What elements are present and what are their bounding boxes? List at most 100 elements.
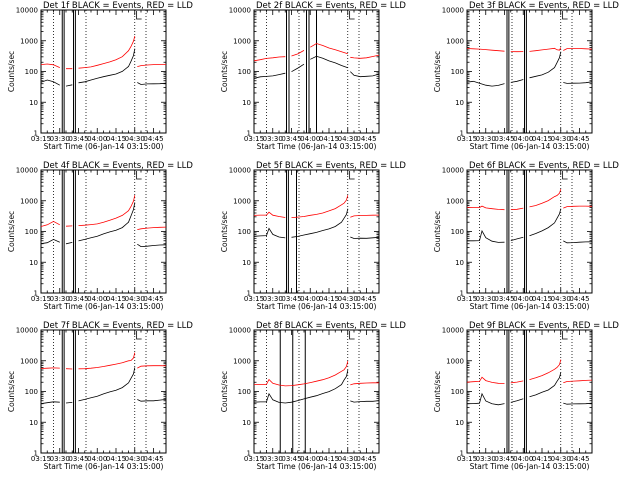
x-tick-label: 03:15 (457, 295, 477, 303)
x-tick-label: 04:30 (551, 455, 571, 463)
y-tick-label: 100 (25, 388, 38, 396)
x-tick-label: 03:15 (457, 455, 477, 463)
x-tick-label: 04:15 (532, 295, 552, 303)
y-axis-label: Counts/sec (220, 211, 229, 252)
y-tick-label: 100 (25, 68, 38, 76)
plot-frame (253, 329, 380, 454)
y-tick-label: 10 (455, 99, 464, 107)
y-tick-label: 10 (455, 259, 464, 267)
attenuator-marker (349, 171, 355, 180)
y-tick-label: 1 (247, 450, 251, 458)
x-tick-label: 04:15 (106, 135, 126, 143)
y-tick-label: 1000 (233, 197, 251, 205)
series-line-lld (466, 359, 593, 384)
x-tick-label: 04:30 (125, 135, 145, 143)
y-tick-label: 10000 (229, 167, 251, 175)
chart-panel-7: Det 7f BLACK = Events, RED = LLD 1 10 100 10… (7, 321, 193, 471)
y-tick-label: 1 (247, 130, 251, 138)
x-tick-label: 03:30 (263, 135, 283, 143)
y-tick-label: 100 (25, 228, 38, 236)
x-tick-label: 04:45 (569, 455, 589, 463)
y-tick-label: 1000 (20, 357, 38, 365)
series-line-events (466, 51, 593, 87)
x-tick-label: 04:30 (551, 135, 571, 143)
chart-title: Det 9f BLACK = Events, RED = LLD (469, 321, 619, 331)
x-tick-label: 03:45 (281, 295, 301, 303)
y-tick-label: 10000 (16, 167, 38, 175)
series-line-events (253, 370, 380, 404)
y-tick-label: 1000 (233, 357, 251, 365)
y-axis-label: Counts/sec (433, 211, 442, 252)
y-tick-label: 1000 (446, 357, 464, 365)
x-tick-label: 04:45 (143, 295, 163, 303)
x-tick-label: 04:30 (125, 295, 145, 303)
series-line-lld (40, 195, 167, 230)
x-tick-label: 03:45 (494, 135, 514, 143)
x-axis-label: Start Time (06-Jan-14 03:15:00) (257, 462, 377, 471)
x-tick-label: 04:00 (87, 295, 107, 303)
y-tick-label: 1 (34, 450, 38, 458)
y-tick-label: 10 (455, 419, 464, 427)
y-tick-label: 10000 (442, 167, 464, 175)
x-tick-label: 04:15 (319, 135, 339, 143)
series-line-events (40, 202, 167, 248)
series-line-lld (466, 188, 593, 211)
chart-panel-5: Det 5f BLACK = Events, RED = LLD 1 10 100 10… (220, 161, 406, 311)
x-tick-label: 04:00 (300, 455, 320, 463)
y-tick-label: 10 (242, 259, 251, 267)
series-line-lld (40, 352, 167, 370)
y-tick-label: 1 (34, 130, 38, 138)
x-tick-label: 03:15 (31, 135, 51, 143)
attenuator-marker (136, 171, 142, 180)
y-tick-label: 1000 (20, 197, 38, 205)
x-tick-label: 03:45 (68, 455, 88, 463)
x-tick-label: 04:00 (87, 455, 107, 463)
x-tick-label: 04:00 (300, 295, 320, 303)
x-tick-label: 04:30 (338, 295, 358, 303)
x-tick-label: 03:45 (494, 295, 514, 303)
x-tick-label: 04:45 (356, 295, 376, 303)
plot-frame (466, 169, 593, 294)
series-line-lld (253, 361, 379, 387)
y-axis-label: Counts/sec (220, 371, 229, 412)
x-tick-label: 03:30 (476, 135, 496, 143)
x-tick-label: 04:15 (319, 455, 339, 463)
chart-title: Det 5f BLACK = Events, RED = LLD (256, 161, 406, 171)
plot-frame (253, 169, 380, 294)
x-tick-label: 04:15 (532, 135, 552, 143)
y-tick-label: 10000 (16, 7, 38, 15)
attenuator-marker (562, 171, 568, 180)
y-tick-label: 1 (460, 130, 464, 138)
y-tick-label: 100 (451, 68, 464, 76)
y-axis-label: Counts/sec (7, 371, 16, 412)
chart-panel-6: Det 6f BLACK = Events, RED = LLD 1 10 100 10… (433, 161, 619, 311)
y-tick-label: 10000 (442, 327, 464, 335)
chart-title: Det 7f BLACK = Events, RED = LLD (43, 321, 193, 331)
y-tick-label: 1 (460, 450, 464, 458)
x-tick-label: 03:30 (476, 455, 496, 463)
x-tick-label: 04:00 (513, 295, 533, 303)
series-line-lld (40, 35, 166, 70)
x-tick-label: 03:15 (244, 455, 264, 463)
series-line-events (40, 367, 167, 405)
x-axis-label: Start Time (06-Jan-14 03:15:00) (257, 142, 377, 151)
attenuator-marker (349, 331, 355, 340)
series-line-events (253, 55, 380, 79)
plot-frame (466, 329, 593, 454)
y-tick-label: 1 (460, 290, 464, 298)
x-tick-label: 03:15 (244, 295, 264, 303)
plot-frame (40, 169, 167, 294)
attenuator-marker (562, 331, 568, 340)
x-tick-label: 04:30 (338, 135, 358, 143)
attenuator-marker (349, 11, 355, 20)
x-tick-label: 04:45 (569, 295, 589, 303)
x-axis-label: Start Time (06-Jan-14 03:15:00) (44, 142, 164, 151)
y-tick-label: 10000 (229, 327, 251, 335)
series-line-lld (253, 43, 380, 62)
x-tick-label: 04:30 (338, 455, 358, 463)
x-tick-label: 04:15 (106, 455, 126, 463)
chart-title: Det 2f BLACK = Events, RED = LLD (256, 1, 406, 11)
x-tick-label: 03:15 (31, 295, 51, 303)
x-axis-label: Start Time (06-Jan-14 03:15:00) (44, 302, 164, 311)
